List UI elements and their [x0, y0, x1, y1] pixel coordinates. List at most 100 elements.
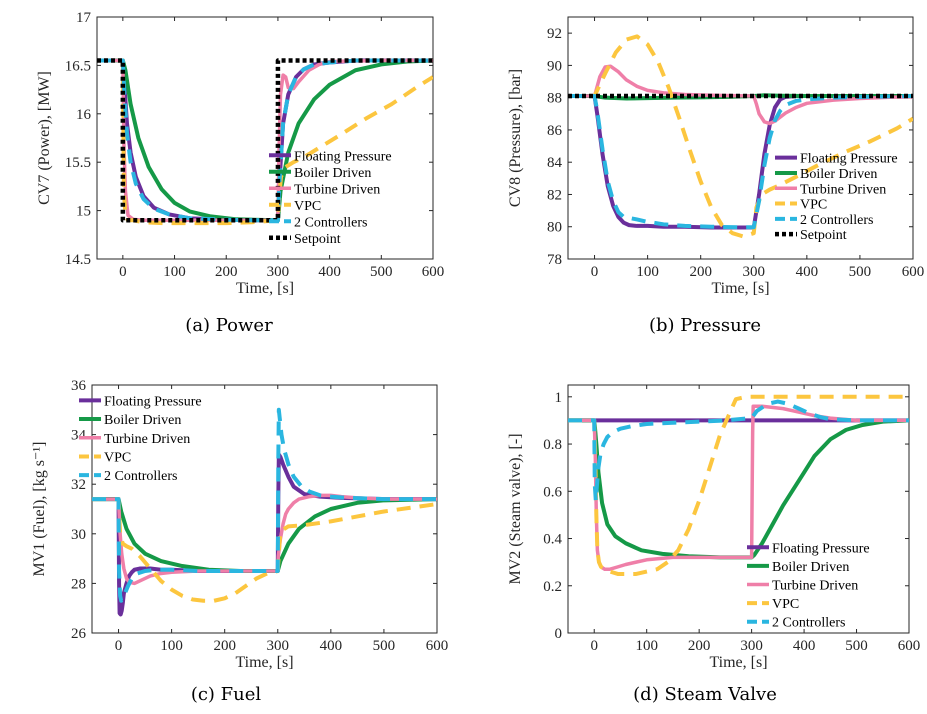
y-tick-label: 0.8 [543, 437, 562, 453]
chart-panel-4: 0 100 200 300 400 500 600 0 0.2 0.4 0.6 0.8 1 Time, [… [507, 384, 920, 705]
x-tick-label: 300 [743, 264, 766, 280]
x-tick-label: 400 [320, 638, 343, 654]
y-tick-label: 16.5 [65, 58, 91, 74]
y-tick-label: 0.2 [543, 579, 562, 595]
legend-entry-label: Boiler Driven [294, 166, 371, 181]
x-tick-label: 500 [370, 264, 393, 280]
legend-entry-label: Setpoint [294, 232, 341, 247]
x-tick-label: 400 [796, 264, 819, 280]
x-tick-label: 600 [902, 264, 925, 280]
y-tick-label: 0.6 [543, 484, 562, 500]
series-group [568, 394, 909, 576]
legend-entry-label: 2 Controllers [294, 215, 368, 230]
series-line-2-controllers [568, 94, 913, 230]
x-tick-label: 0 [115, 638, 123, 654]
legend-entry-label: VPC [800, 198, 827, 213]
legend: Floating Pressure Boiler Driven Turbine Dr… [79, 394, 202, 484]
y-tick-label: 1 [555, 390, 563, 406]
legend-entry-label: VPC [294, 199, 321, 214]
x-tick-label: 500 [849, 264, 872, 280]
y-tick-label: 0.4 [543, 532, 562, 548]
x-tick-label: 200 [688, 638, 711, 654]
y-tick-label: 92 [547, 26, 562, 42]
series-group [568, 34, 913, 239]
legend-entry-label: Boiler Driven [800, 167, 877, 182]
x-tick-label: 200 [215, 264, 238, 280]
series-line-2-controllers [97, 58, 433, 223]
legend-entry-label: 2 Controllers [772, 616, 846, 631]
legend-entry-label: VPC [104, 450, 131, 465]
legend-entry-label: 2 Controllers [104, 469, 178, 484]
y-tick-label: 28 [71, 576, 86, 592]
panel-caption: (d) Steam Valve [633, 684, 777, 705]
y-tick-label: 17 [76, 10, 92, 26]
chart-panel-3: 0 100 200 300 400 500 600 26 28 30 32 34 36 Time, [s]… [31, 378, 448, 705]
y-tick-label: 34 [71, 428, 87, 444]
x-axis-label: Time, [s] [711, 280, 769, 297]
x-tick-label: 100 [635, 638, 658, 654]
x-tick-label: 300 [740, 638, 763, 654]
chart-panel-1: 0 100 200 300 400 500 600 14.5 15 15.5 16 16.5 17 Tim… [36, 10, 444, 336]
panel-caption: (b) Pressure [649, 315, 761, 336]
y-tick-label: 30 [71, 527, 86, 543]
legend-entry-label: Floating Pressure [294, 149, 392, 164]
plot-area-frame [91, 384, 438, 634]
y-axis-label: MV1 (Fuel), [kg s⁻¹] [31, 441, 48, 576]
legend-entry-label: Boiler Driven [772, 560, 849, 575]
legend-entry-label: Setpoint [800, 228, 847, 243]
y-tick-label: 16 [76, 107, 92, 123]
chart-panel-2: 0 100 200 300 400 500 600 78 80 82 84 86 88 90 92 Time,… [507, 16, 925, 336]
legend-entry-label: Turbine Driven [294, 182, 380, 197]
y-axis-label: CV7 (Power), [MW] [36, 71, 53, 205]
y-tick-label: 80 [547, 220, 562, 236]
y-tick-label: 84 [547, 155, 563, 171]
panel-caption: (a) Power [185, 315, 273, 336]
y-tick-label: 82 [547, 187, 562, 203]
y-tick-label: 78 [547, 252, 562, 268]
series-line-2-controllers [568, 399, 909, 503]
legend-entry-label: VPC [772, 597, 799, 612]
y-tick-label: 15 [76, 204, 91, 220]
x-tick-label: 300 [267, 638, 290, 654]
panel-caption: (c) Fuel [191, 684, 262, 705]
x-tick-label: 0 [119, 264, 127, 280]
y-tick-label: 15.5 [65, 155, 91, 171]
x-tick-label: 400 [318, 264, 341, 280]
legend-entry-label: 2 Controllers [800, 213, 874, 228]
x-tick-label: 300 [267, 264, 290, 280]
x-tick-label: 200 [689, 264, 712, 280]
x-tick-label: 100 [636, 264, 659, 280]
series-line-vpc [92, 497, 437, 603]
series-line-vpc [568, 394, 909, 576]
x-tick-label: 100 [163, 264, 186, 280]
series-group [97, 58, 433, 226]
legend-entry-label: Turbine Driven [104, 432, 190, 447]
legend-entry-label: Floating Pressure [104, 394, 202, 409]
x-axis-label: Time, [s] [235, 654, 293, 671]
legend-entry-label: Turbine Driven [800, 182, 886, 197]
x-tick-label: 100 [160, 638, 183, 654]
y-tick-label: 32 [71, 477, 86, 493]
x-tick-label: 600 [426, 638, 449, 654]
series-group [92, 407, 437, 617]
y-tick-label: 26 [71, 626, 87, 642]
plot-area-frame [567, 16, 914, 260]
series-line-2-controllers [92, 407, 437, 603]
series-line-setpoint [97, 58, 433, 223]
x-tick-label: 0 [590, 638, 598, 654]
x-axis-label: Time, [s] [709, 654, 767, 671]
series-line-vpc [568, 34, 913, 239]
y-tick-label: 90 [547, 58, 562, 74]
x-tick-label: 500 [845, 638, 868, 654]
legend-entry-label: Boiler Driven [104, 413, 181, 428]
y-tick-label: 36 [71, 378, 87, 394]
x-tick-label: 0 [591, 264, 599, 280]
y-tick-label: 0 [555, 626, 563, 642]
y-tick-label: 14.5 [65, 252, 91, 268]
x-tick-label: 500 [373, 638, 396, 654]
x-tick-label: 200 [213, 638, 236, 654]
y-axis-label: MV2 (Steam valve), [-] [507, 433, 524, 584]
